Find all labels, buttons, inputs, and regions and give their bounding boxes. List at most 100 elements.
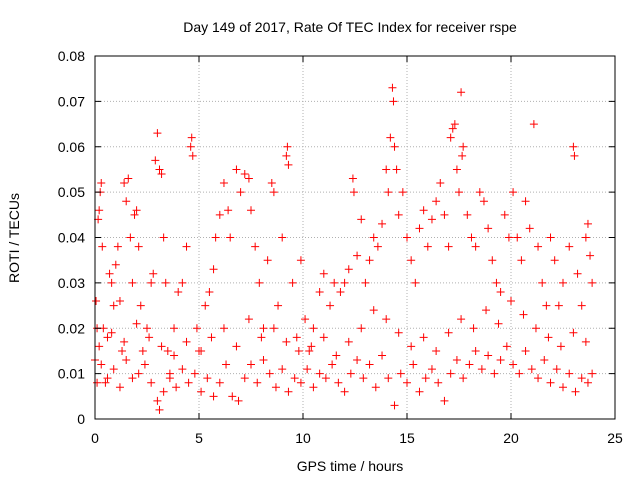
data-point xyxy=(244,174,253,183)
data-point xyxy=(159,233,168,242)
data-point xyxy=(132,319,141,328)
data-point xyxy=(284,160,293,169)
data-point xyxy=(234,396,243,405)
data-point xyxy=(224,206,233,215)
data-point xyxy=(334,378,343,387)
data-point xyxy=(344,337,353,346)
data-point xyxy=(496,356,505,365)
data-point xyxy=(465,360,474,369)
data-point xyxy=(209,265,218,274)
data-point xyxy=(519,310,528,319)
data-point xyxy=(182,337,191,346)
y-tick-label: 0.03 xyxy=(58,275,85,291)
data-point xyxy=(384,374,393,383)
data-point xyxy=(92,297,101,306)
data-point xyxy=(178,278,187,287)
data-point xyxy=(388,83,397,92)
data-point xyxy=(440,396,449,405)
data-point xyxy=(122,197,131,206)
data-point xyxy=(120,179,129,188)
data-point xyxy=(482,306,491,315)
data-point xyxy=(479,197,488,206)
data-point xyxy=(232,165,241,174)
data-point xyxy=(321,374,330,383)
data-point xyxy=(436,179,445,188)
data-point xyxy=(178,365,187,374)
data-point xyxy=(130,210,139,219)
data-point xyxy=(365,360,374,369)
data-point xyxy=(128,278,137,287)
data-point xyxy=(544,333,553,342)
data-point xyxy=(153,129,162,138)
data-point xyxy=(155,165,164,174)
data-point xyxy=(458,151,467,160)
data-point xyxy=(103,333,112,342)
data-point xyxy=(446,369,455,378)
data-point xyxy=(153,396,162,405)
data-point xyxy=(161,278,170,287)
data-point xyxy=(228,392,237,401)
data-point xyxy=(120,337,129,346)
data-point xyxy=(577,301,586,310)
data-point xyxy=(411,278,420,287)
data-point xyxy=(394,328,403,337)
data-point xyxy=(581,337,590,346)
data-point xyxy=(502,342,511,351)
data-point xyxy=(232,342,241,351)
data-point xyxy=(382,315,391,324)
data-point xyxy=(288,278,297,287)
data-point xyxy=(517,256,526,265)
data-point xyxy=(170,324,179,333)
data-point xyxy=(471,242,480,251)
data-point xyxy=(490,369,499,378)
data-point xyxy=(469,324,478,333)
data-point xyxy=(113,242,122,251)
data-point xyxy=(542,301,551,310)
data-point xyxy=(186,142,195,151)
data-point xyxy=(124,174,133,183)
data-point xyxy=(207,333,216,342)
data-points xyxy=(91,83,597,414)
y-tick-label: 0.08 xyxy=(58,48,85,64)
data-point xyxy=(423,242,432,251)
data-point xyxy=(353,356,362,365)
data-point xyxy=(521,346,530,355)
data-point xyxy=(515,369,524,378)
chart-title: Day 149 of 2017, Rate Of TEC Index for r… xyxy=(183,19,517,35)
data-point xyxy=(309,324,318,333)
data-point xyxy=(259,324,268,333)
data-point xyxy=(147,278,156,287)
data-point xyxy=(128,374,137,383)
data-point xyxy=(292,333,301,342)
data-point xyxy=(282,151,291,160)
data-point xyxy=(346,369,355,378)
data-point xyxy=(267,179,276,188)
data-point xyxy=(219,324,228,333)
data-point xyxy=(269,324,278,333)
data-point xyxy=(122,356,131,365)
data-point xyxy=(353,251,362,260)
data-point xyxy=(583,378,592,387)
data-point xyxy=(247,206,255,215)
data-point xyxy=(554,301,563,310)
data-point xyxy=(415,224,424,233)
data-point xyxy=(349,188,358,197)
data-point xyxy=(326,301,335,310)
data-point xyxy=(147,378,156,387)
data-point xyxy=(475,188,484,197)
data-point xyxy=(172,383,181,392)
y-axis-ticks: 0 0.01 0.02 0.03 0.04 0.05 0.06 0.07 0.08 xyxy=(58,48,615,427)
data-point xyxy=(105,269,114,278)
data-point xyxy=(455,188,463,197)
data-point xyxy=(315,369,324,378)
data-point xyxy=(197,387,206,396)
data-point xyxy=(569,328,578,337)
data-point xyxy=(126,233,135,242)
data-point xyxy=(477,365,486,374)
data-point xyxy=(378,219,387,228)
data-point xyxy=(394,210,403,219)
data-point xyxy=(284,387,293,396)
data-point xyxy=(97,179,106,188)
data-point xyxy=(396,369,405,378)
